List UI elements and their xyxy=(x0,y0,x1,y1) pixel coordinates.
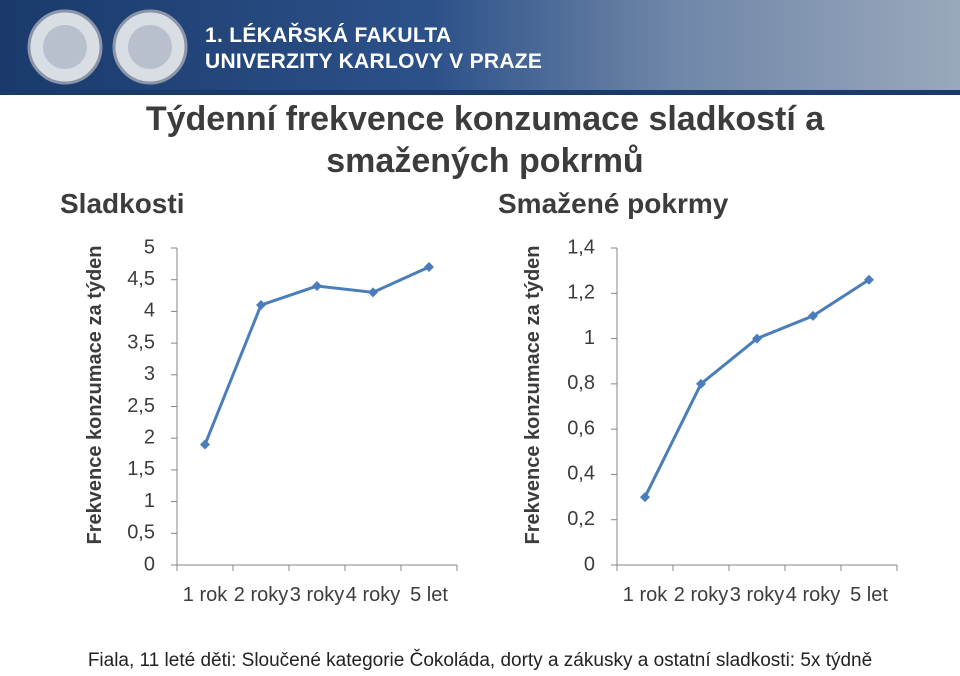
y-tick-label: 1 xyxy=(584,327,595,349)
y-tick-label: 0 xyxy=(584,553,595,575)
y-tick-label: 0,8 xyxy=(567,372,595,394)
logo xyxy=(43,25,87,69)
data-marker xyxy=(752,333,762,344)
y-axis-label: Frekvence konzumace za týden xyxy=(522,245,544,545)
y-tick-label: 0,5 xyxy=(127,522,155,544)
y-tick-label: 1,5 xyxy=(127,458,155,480)
data-marker xyxy=(368,287,378,298)
y-tick-label: 1,2 xyxy=(567,282,595,304)
banner-text: 1. LÉKAŘSKÁ FAKULTA xyxy=(205,24,452,47)
x-tick-label: 1 rok xyxy=(182,584,228,606)
data-marker xyxy=(808,310,818,321)
footer: Fiala, 11 leté děti: Sloučené kategorie … xyxy=(87,650,873,671)
x-tick-label: 4 roky xyxy=(345,584,401,606)
x-tick-label: 3 roky xyxy=(289,584,345,606)
data-marker xyxy=(200,439,210,450)
y-tick-label: 4 xyxy=(144,300,155,322)
y-tick-label: 0 xyxy=(144,553,155,575)
chart-subtitle: Sladkosti xyxy=(60,188,185,219)
data-marker xyxy=(864,274,874,285)
banner-edge xyxy=(0,90,960,95)
y-tick-label: 1 xyxy=(144,490,155,512)
x-tick-label: 3 roky xyxy=(729,584,785,606)
data-line xyxy=(203,265,430,446)
data-marker xyxy=(640,492,650,503)
title: Týdenní frekvence konzumace sladkostí a … xyxy=(145,100,825,180)
y-tick-label: 1,4 xyxy=(567,236,595,258)
data-marker xyxy=(256,300,266,311)
y-tick-label: 5 xyxy=(144,236,155,258)
y-tick-label: 3,5 xyxy=(127,331,155,353)
x-tick-label: 5 let xyxy=(850,584,888,606)
y-tick-label: 0,6 xyxy=(567,417,595,439)
y-tick-label: 2,5 xyxy=(127,395,155,417)
data-marker xyxy=(312,281,322,292)
banner-text: UNIVERZITY KARLOVY V PRAZE xyxy=(205,50,543,73)
data-marker xyxy=(424,262,434,273)
x-tick-label: 2 roky xyxy=(233,584,289,606)
y-tick-label: 2 xyxy=(144,426,155,448)
x-tick-label: 1 rok xyxy=(622,584,668,606)
y-tick-label: 3 xyxy=(144,363,155,385)
logo xyxy=(128,25,172,69)
x-tick-label: 2 roky xyxy=(673,584,729,606)
y-tick-label: 0,4 xyxy=(567,463,595,485)
data-marker xyxy=(696,378,706,389)
x-tick-label: 4 roky xyxy=(785,584,841,606)
chart-subtitle: Smažené pokrmy xyxy=(498,188,729,219)
x-tick-label: 5 let xyxy=(410,584,448,606)
y-tick-label: 4,5 xyxy=(127,268,155,290)
y-axis-label: Frekvence konzumace za týden xyxy=(84,245,106,545)
data-line xyxy=(643,278,870,498)
y-tick-label: 0,2 xyxy=(567,508,595,530)
